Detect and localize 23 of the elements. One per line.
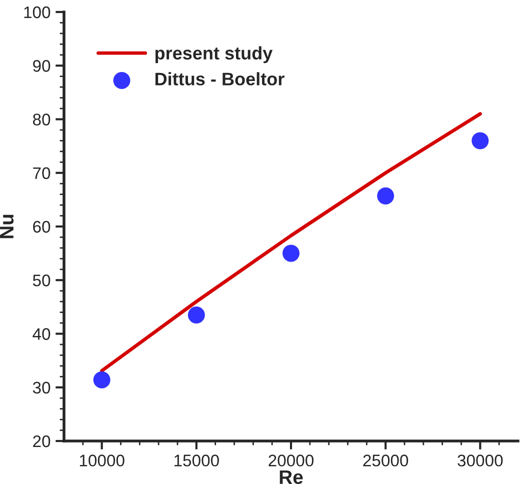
y-tick-label: 60 <box>33 220 50 233</box>
x-axis-title: Re <box>280 470 303 484</box>
legend-label: Dittus - Boeltor <box>155 72 284 86</box>
x-tick-label: 25000 <box>363 454 408 466</box>
y-tick-label: 30 <box>32 382 50 394</box>
point <box>472 132 489 150</box>
y-tick-label: 20 <box>33 435 50 448</box>
point <box>93 371 110 388</box>
point <box>282 244 300 262</box>
legend-label: present study <box>155 46 273 64</box>
y-tick-label: 100 <box>24 6 50 18</box>
x-tick-label: 30000 <box>458 454 503 466</box>
x-tick-label: 10000 <box>80 454 124 466</box>
y-tick-label: 90 <box>33 60 50 72</box>
y-tick-label: 50 <box>32 274 50 286</box>
x-tick-label: 20000 <box>268 454 314 466</box>
y-tick-label: 80 <box>32 114 50 126</box>
y-axis-title: Nu <box>0 214 14 238</box>
x-tick-label: 15000 <box>174 454 219 466</box>
y-tick-label: 70 <box>33 167 50 180</box>
point <box>377 187 394 204</box>
point <box>188 306 205 324</box>
y-tick-label: 40 <box>32 328 50 340</box>
